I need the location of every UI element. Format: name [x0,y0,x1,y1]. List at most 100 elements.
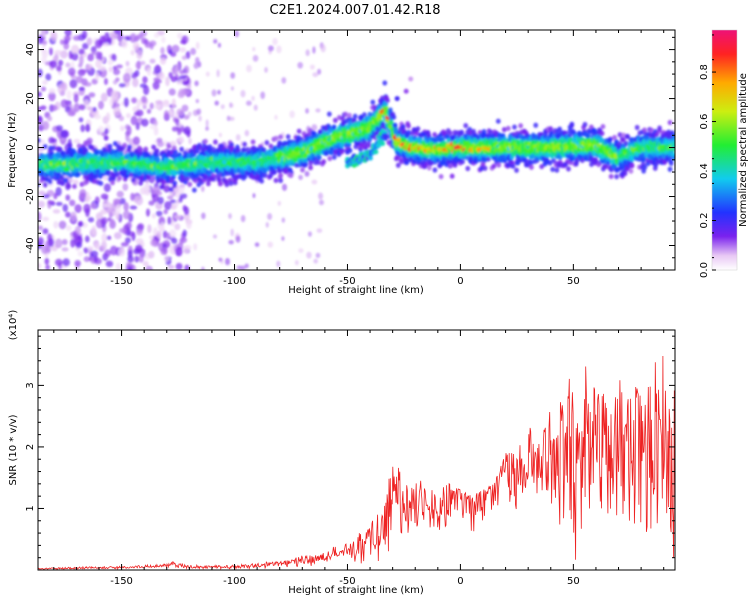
noise-blob [157,196,164,205]
noise-blob [90,250,99,258]
noise-blob [277,200,282,206]
noise-blob [229,102,233,108]
noise-blob [66,90,72,100]
ridge-blob [607,137,613,143]
noise-blob [146,266,152,270]
noise-blob [155,64,161,71]
noise-blob [305,49,310,57]
noise-blob [48,91,56,102]
ridge-blob [105,169,111,175]
noise-blob [130,192,135,201]
noise-blob [154,103,161,110]
noise-blob [160,47,165,55]
noise-blob [83,256,91,262]
ridge-blob [155,157,161,164]
noise-blob [127,266,133,270]
noise-blob [184,264,190,270]
noise-blob [78,86,85,91]
ridge-blob [426,165,432,171]
ridge-blob [505,125,511,132]
ridge-blob [303,162,309,168]
noise-blob [213,39,218,44]
noise-blob [170,76,178,83]
ridge-blob [38,182,40,188]
ridge-blob [585,133,591,139]
ridge-blob [276,167,282,173]
noise-blob [119,197,126,205]
noise-blob [165,232,171,240]
noise-blob [53,220,59,229]
ridge-blob [242,141,247,147]
noise-blob [154,99,163,105]
ridge-blob [332,117,338,123]
ridge-blob [611,163,616,170]
noise-blob [170,204,177,210]
ridge-blob [596,161,602,168]
noise-blob [132,77,139,88]
noise-blob [153,32,160,39]
noise-blob [83,81,92,87]
ridge-blob [87,152,93,158]
noise-blob [60,99,69,108]
ridge-blob [554,167,560,173]
noise-blob [239,265,246,270]
noise-blob [48,47,53,56]
ridge-blob [38,137,41,144]
noise-blob [205,126,209,131]
noise-blob [265,222,269,228]
noise-blob [48,88,56,94]
noise-blob [141,118,149,127]
noise-blob [87,217,95,223]
ridge-blob [42,182,48,188]
noise-blob [180,88,189,95]
noise-blob [118,248,125,257]
noise-blob [68,178,75,183]
noise-blob [123,97,129,108]
noise-blob [240,90,246,98]
ridge-blob [110,180,115,186]
ridge-blob [496,162,502,168]
noise-blob [38,91,42,98]
noise-blob [83,203,91,214]
ridge-blob [406,129,412,135]
noise-blob [141,95,147,104]
noise-blob [252,54,259,62]
noise-blob [297,61,304,69]
noise-blob [75,75,84,84]
noise-blob [57,84,63,94]
noise-blob [176,108,184,116]
ridge-blob [83,140,89,146]
noise-blob [182,205,187,212]
ridge-blob [262,172,268,178]
noise-blob [105,260,114,268]
noise-blob [77,250,84,257]
ridge-blob [42,143,48,150]
ridge-blob [478,140,483,146]
ridge-blob [278,134,284,140]
noise-blob [48,238,55,247]
noise-blob [54,238,63,249]
ridge-blob [374,130,380,137]
noise-blob [318,199,324,206]
ridge-blob [59,175,65,181]
noise-blob [87,106,94,111]
noise-blob [38,106,43,111]
noise-blob [163,209,169,215]
noise-blob [73,93,79,103]
noise-blob [38,115,43,125]
noise-blob [315,108,321,113]
noise-blob [122,183,129,191]
ridge-blob [501,127,507,133]
noise-blob [194,80,199,87]
noise-blob [115,77,120,82]
noise-blob [116,190,124,198]
noise-blob [97,125,104,133]
noise-blob [228,239,234,245]
ridge-blob [203,138,208,144]
noise-blob [312,72,319,78]
noise-blob [171,44,180,53]
noise-blob [320,44,326,53]
noise-blob [38,147,45,152]
